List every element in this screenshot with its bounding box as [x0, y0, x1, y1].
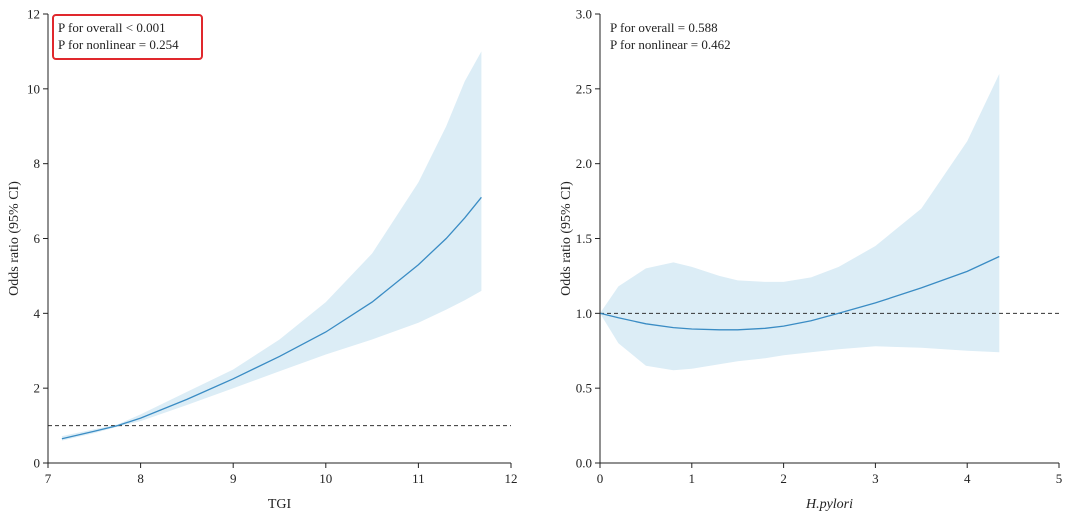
x-tick-label: 7 — [45, 471, 52, 486]
y-tick-label: 10 — [27, 81, 40, 96]
y-tick-label: 4 — [34, 306, 41, 321]
y-tick-label: 0.0 — [576, 456, 592, 471]
y-tick-label: 12 — [27, 7, 40, 22]
x-tick-label: 3 — [872, 471, 879, 486]
y-tick-label: 1.5 — [576, 231, 592, 246]
x-tick-label: 11 — [412, 471, 425, 486]
annotation-box — [52, 14, 203, 60]
x-tick-label: 5 — [1056, 471, 1063, 486]
x-tick-label: 9 — [230, 471, 237, 486]
odds-ratio-line — [61, 196, 482, 440]
confidence-band — [61, 51, 482, 441]
y-tick-label: 2.0 — [576, 156, 592, 171]
y-tick-label: 2 — [34, 381, 41, 396]
x-axis-label: H.pylori — [805, 497, 853, 512]
x-tick-label: 12 — [505, 471, 518, 486]
p-overall-annotation: P for overall = 0.588 — [610, 20, 718, 35]
x-tick-label: 4 — [964, 471, 971, 486]
panel-tgi: 7 8 9 10 11 12 0 2 4 6 8 10 12 TGI Odds ratio (95% CI)… — [7, 7, 518, 513]
x-tick-label: 8 — [137, 471, 144, 486]
odds-ratio-line — [599, 255, 1000, 331]
x-tick-label: 0 — [597, 471, 604, 486]
panel-hpylori: 0 1 2 3 4 5 0.0 0.5 1.0 1.5 2.0 2.5 3.0 H.pylori Odds … — [559, 7, 1062, 513]
y-tick-label: 6 — [34, 231, 41, 246]
y-tick-label: 8 — [34, 156, 41, 171]
x-tick-label: 1 — [689, 471, 696, 486]
y-tick-label: 0.5 — [576, 381, 592, 396]
x-tick-label: 2 — [780, 471, 787, 486]
y-tick-label: 2.5 — [576, 81, 592, 96]
p-overall-annotation: P for overall < 0.001 — [58, 20, 166, 35]
confidence-band — [600, 73, 1000, 371]
x-axis-label: TGI — [268, 497, 292, 512]
p-nonlinear-annotation: P for nonlinear = 0.462 — [610, 37, 731, 52]
x-tick-label: 10 — [319, 471, 332, 486]
p-nonlinear-annotation: P for nonlinear = 0.254 — [58, 37, 179, 52]
y-axis-label: Odds ratio (95% CI) — [7, 181, 22, 296]
y-axis-label: Odds ratio (95% CI) — [559, 181, 574, 296]
y-tick-label: 0 — [34, 456, 41, 471]
y-tick-label: 3.0 — [576, 7, 592, 22]
y-tick-label: 1.0 — [576, 306, 592, 321]
